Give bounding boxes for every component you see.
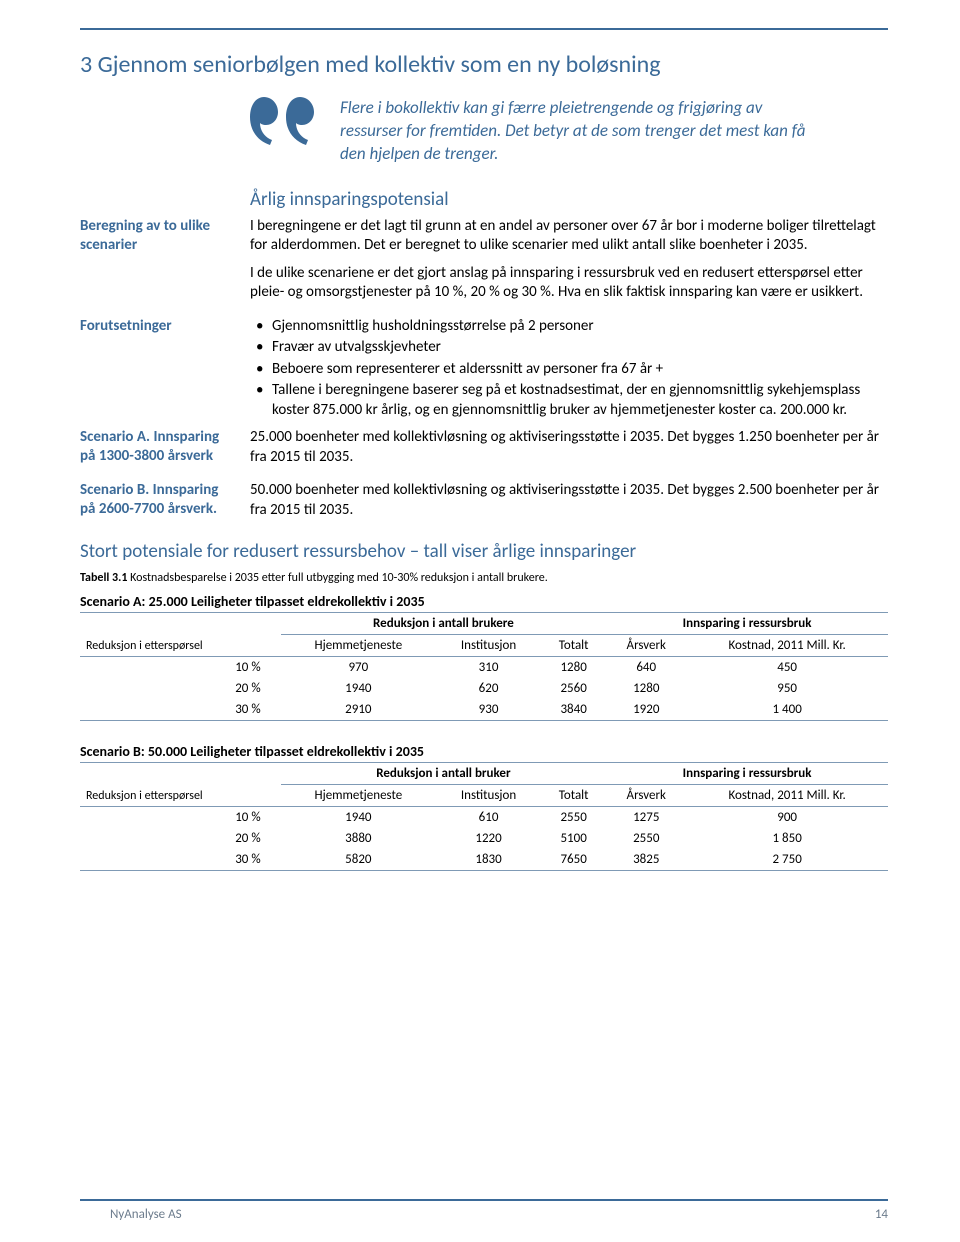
col-group: Innsparing i ressursbruk [606, 613, 888, 635]
subhead-potential: Stort potensiale for redusert ressursbeh… [80, 540, 888, 563]
table-a-title: Scenario A: 25.000 Leiligheter tilpasset… [80, 593, 888, 613]
side-label: Forutsetninger [80, 317, 250, 423]
col-group: Innsparing i ressursbruk [606, 763, 888, 785]
caption-bold: Tabell 3.1 [80, 571, 127, 585]
footer-page-number: 14 [875, 1207, 888, 1222]
cell: 1940 [281, 678, 436, 699]
row-scenario-b: Scenario B. Innsparing på 2600-7700 årsv… [80, 481, 888, 528]
top-rule [80, 28, 888, 30]
pull-quote: Flere i bokollektiv kan gi færre pleietr… [80, 97, 888, 166]
col-header: Kostnad, 2011 Mill. Kr. [686, 635, 888, 657]
table-scenario-b: Reduksjon i etterspørsel Reduksjon i ant… [80, 763, 888, 871]
side-label: Beregning av to ulike scenarier [80, 217, 250, 311]
cell: 20 % [80, 828, 281, 849]
paragraph: I de ulike scenariene er det gjort ansla… [250, 264, 888, 303]
list-item: Beboere som representerer et alderssnitt… [250, 360, 888, 380]
cell: 1920 [606, 699, 686, 721]
row-scenario-a: Scenario A. Innsparing på 1300-3800 årsv… [80, 428, 888, 475]
cell: 2 750 [686, 849, 888, 871]
cell: 1 400 [686, 699, 888, 721]
list-item: Tallene i beregningene baserer seg på et… [250, 381, 888, 420]
body-text: 25.000 boenheter med kollektivløsning og… [250, 428, 888, 475]
page-footer: NyAnalyse AS 14 [80, 1199, 888, 1222]
col-header: Totalt [541, 635, 606, 657]
col-group: Reduksjon i antall bruker [281, 763, 607, 785]
cell: 610 [436, 807, 541, 829]
cell: 10 % [80, 657, 281, 679]
cell: 30 % [80, 849, 281, 871]
table-row: 10 % 1940 610 2550 1275 900 [80, 807, 888, 829]
table-row: 20 % 3880 1220 5100 2550 1 850 [80, 828, 888, 849]
cell: 5820 [281, 849, 436, 871]
col-header: Årsverk [606, 785, 686, 807]
side-label: Scenario A. Innsparing på 1300-3800 årsv… [80, 428, 250, 475]
paragraph: I beregningene er det lagt til grunn at … [250, 217, 888, 256]
col-header: Hjemmetjeneste [281, 635, 436, 657]
cell: 2560 [541, 678, 606, 699]
table-row: 10 % 970 310 1280 640 450 [80, 657, 888, 679]
col-header: Kostnad, 2011 Mill. Kr. [686, 785, 888, 807]
cell: 1220 [436, 828, 541, 849]
table-b-title: Scenario B: 50.000 Leiligheter tilpasset… [80, 743, 888, 763]
cell: 3880 [281, 828, 436, 849]
subhead-annual-savings: Årlig innsparingspotensial [250, 188, 888, 211]
cell: 1280 [541, 657, 606, 679]
quote-text: Flere i bokollektiv kan gi færre pleietr… [340, 97, 810, 166]
table-row: 30 % 2910 930 3840 1920 1 400 [80, 699, 888, 721]
list-item: Gjennomsnittlig husholdningsstørrelse på… [250, 317, 888, 337]
col-header: Hjemmetjeneste [281, 785, 436, 807]
table-row: 20 % 1940 620 2560 1280 950 [80, 678, 888, 699]
cell: 2550 [606, 828, 686, 849]
caption-text: Kostnadsbesparelse i 2035 etter full utb… [127, 571, 547, 585]
body-text: 50.000 boenheter med kollektivløsning og… [250, 481, 888, 528]
col-header: Årsverk [606, 635, 686, 657]
cell: 7650 [541, 849, 606, 871]
col-header: Institusjon [436, 635, 541, 657]
cell: 2550 [541, 807, 606, 829]
cell: 620 [436, 678, 541, 699]
body-text: I beregningene er det lagt til grunn at … [250, 217, 888, 311]
cell: 640 [606, 657, 686, 679]
cell: 1830 [436, 849, 541, 871]
body-text: Gjennomsnittlig husholdningsstørrelse på… [250, 317, 888, 423]
row-assumptions: Forutsetninger Gjennomsnittlig husholdni… [80, 317, 888, 423]
cell: 1280 [606, 678, 686, 699]
cell: 2910 [281, 699, 436, 721]
quote-icon [250, 97, 318, 166]
cell: 950 [686, 678, 888, 699]
row-scenarios: Beregning av to ulike scenarier I beregn… [80, 217, 888, 311]
list-item: Fravær av utvalgsskjevheter [250, 338, 888, 358]
assumption-list: Gjennomsnittlig husholdningsstørrelse på… [250, 317, 888, 421]
cell: 5100 [541, 828, 606, 849]
page-title: 3 Gjennom seniorbølgen med kollektiv som… [80, 50, 888, 79]
col-group: Reduksjon i antall brukere [281, 613, 607, 635]
side-label: Scenario B. Innsparing på 2600-7700 årsv… [80, 481, 250, 528]
paragraph: 50.000 boenheter med kollektivløsning og… [250, 481, 888, 520]
cell: 310 [436, 657, 541, 679]
col-header: Institusjon [436, 785, 541, 807]
cell: 30 % [80, 699, 281, 721]
cell: 3825 [606, 849, 686, 871]
cell: 10 % [80, 807, 281, 829]
row-header: Reduksjon i etterspørsel [80, 763, 281, 807]
cell: 3840 [541, 699, 606, 721]
footer-left: NyAnalyse AS [80, 1207, 182, 1222]
cell: 1275 [606, 807, 686, 829]
table-caption: Tabell 3.1 Kostnadsbesparelse i 2035 ett… [80, 571, 888, 585]
cell: 20 % [80, 678, 281, 699]
cell: 930 [436, 699, 541, 721]
table-scenario-a: Reduksjon i etterspørsel Reduksjon i ant… [80, 613, 888, 721]
paragraph: 25.000 boenheter med kollektivløsning og… [250, 428, 888, 467]
table-row: 30 % 5820 1830 7650 3825 2 750 [80, 849, 888, 871]
cell: 900 [686, 807, 888, 829]
cell: 450 [686, 657, 888, 679]
cell: 1 850 [686, 828, 888, 849]
cell: 1940 [281, 807, 436, 829]
cell: 970 [281, 657, 436, 679]
col-header: Totalt [541, 785, 606, 807]
row-header: Reduksjon i etterspørsel [80, 613, 281, 657]
